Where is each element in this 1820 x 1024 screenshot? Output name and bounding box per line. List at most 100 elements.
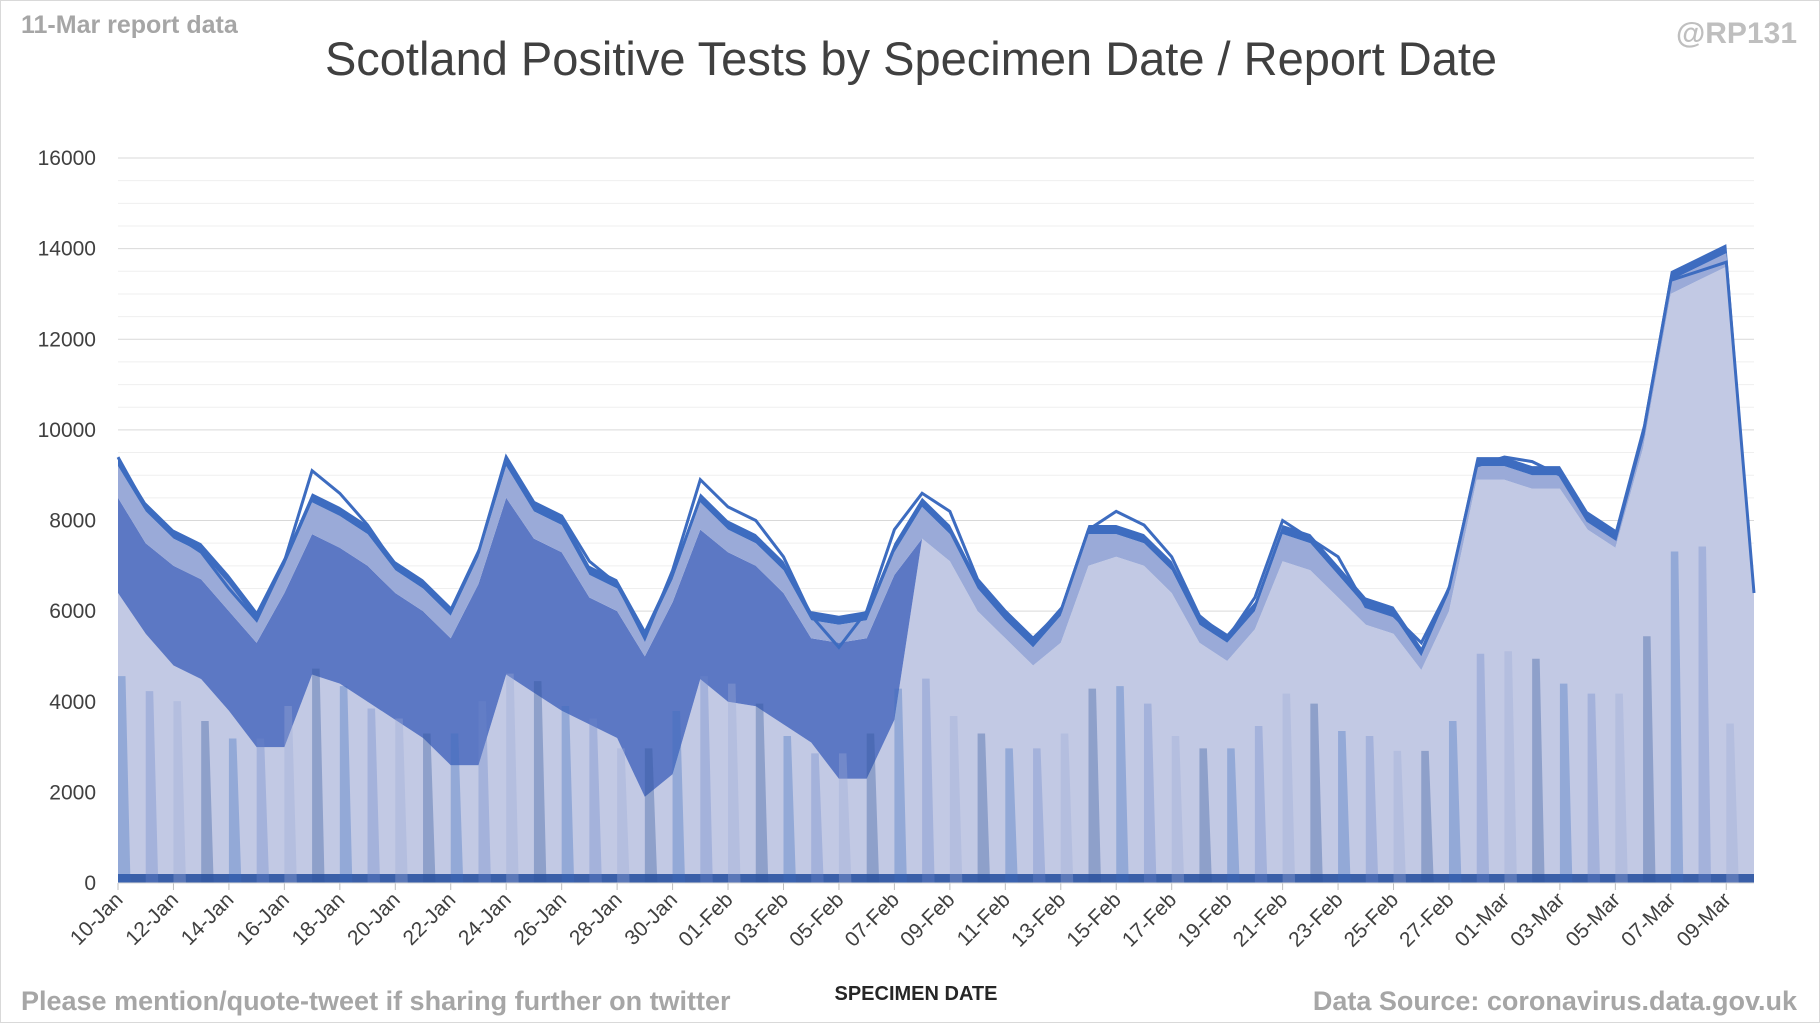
report-strip	[1532, 658, 1545, 883]
report-strip	[922, 678, 935, 883]
report-strip	[1726, 723, 1739, 883]
report-strip	[1338, 730, 1351, 883]
report-strip	[1143, 703, 1157, 883]
report-strip	[1421, 750, 1434, 883]
x-axis-ticks: 10-Jan12-Jan14-Jan16-Jan18-Jan20-Jan22-J…	[66, 883, 1736, 952]
report-strip	[478, 701, 491, 883]
report-strip	[173, 701, 186, 883]
chart-title: Scotland Positive Tests by Specimen Date…	[324, 32, 1498, 85]
report-strip	[977, 733, 991, 883]
report-strip	[1171, 735, 1185, 883]
report-strip	[1559, 683, 1573, 883]
x-tick-label: 11-Feb	[953, 888, 1015, 950]
x-tick-label: 19-Feb	[1173, 888, 1236, 951]
report-strip	[1282, 693, 1296, 883]
report-strip	[1504, 651, 1517, 883]
y-tick-label: 10000	[38, 419, 96, 442]
x-tick-label: 09-Mar	[1672, 888, 1735, 951]
report-strip	[1365, 735, 1379, 883]
report-strip	[395, 718, 408, 883]
y-tick-label: 16000	[38, 147, 96, 170]
share-note: Please mention/quote-tweet if sharing fu…	[21, 986, 731, 1016]
x-tick-label: 17-Feb	[1118, 888, 1181, 951]
x-tick-label: 21-Feb	[1229, 888, 1292, 951]
report-strip	[1005, 748, 1018, 883]
report-strip	[1698, 546, 1712, 883]
area-series-2	[118, 266, 1754, 874]
report-strip	[312, 668, 325, 883]
report-strip	[1615, 693, 1628, 883]
x-tick-label: 05-Mar	[1562, 888, 1625, 951]
x-tick-label: 07-Mar	[1617, 888, 1680, 951]
x-tick-label: 10-Jan	[66, 888, 128, 950]
report-strip	[949, 716, 963, 883]
report-strip	[1033, 748, 1046, 883]
y-tick-label: 12000	[38, 328, 96, 351]
report-strip	[894, 688, 907, 883]
x-tick-label: 15-Feb	[1062, 888, 1125, 951]
total-outline	[116, 260, 1756, 650]
report-strip	[1310, 703, 1323, 883]
total-line	[116, 260, 1756, 650]
report-strip	[145, 691, 159, 883]
report-strip	[1199, 748, 1212, 883]
report-strip	[450, 733, 464, 883]
report-strip	[118, 676, 131, 883]
report-strip	[339, 686, 353, 883]
report-strip	[506, 673, 519, 883]
report-date-label: 11-Mar report data	[21, 11, 238, 39]
y-tick-label: 8000	[49, 510, 96, 533]
y-tick-label: 4000	[49, 691, 96, 714]
report-strip	[256, 738, 270, 883]
report-strip	[700, 676, 713, 883]
x-tick-label: 13-Feb	[1007, 888, 1070, 951]
y-tick-label: 2000	[49, 781, 96, 804]
report-strip	[1227, 748, 1240, 883]
report-strip	[228, 738, 242, 883]
report-strip	[1587, 693, 1601, 883]
report-strip	[533, 681, 547, 883]
y-tick-label: 0	[84, 872, 96, 895]
report-strip	[811, 753, 824, 883]
report-strip	[423, 733, 436, 883]
x-tick-label: 05-Feb	[785, 888, 848, 951]
report-strip	[561, 706, 575, 883]
x-tick-label: 23-Feb	[1284, 888, 1347, 951]
x-tick-label: 01-Feb	[674, 888, 737, 951]
report-strip	[367, 708, 381, 883]
x-tick-label: 28-Jan	[565, 888, 627, 950]
x-tick-label: 09-Feb	[896, 888, 959, 951]
report-strip	[1116, 686, 1129, 883]
report-strip	[589, 718, 602, 883]
report-strip	[1088, 688, 1101, 883]
report-strip	[1643, 636, 1656, 883]
report-strip	[1476, 653, 1490, 883]
report-strip	[728, 683, 741, 883]
report-strip	[838, 753, 852, 883]
report-strip	[617, 748, 630, 883]
area-series-1	[118, 873, 1754, 883]
report-strip	[284, 706, 297, 883]
y-tick-label: 14000	[38, 238, 96, 261]
x-tick-label: 03-Mar	[1506, 888, 1569, 951]
report-strip	[1448, 721, 1462, 883]
x-tick-label: 16-Jan	[232, 888, 294, 950]
area-series	[118, 244, 1754, 883]
report-strip	[755, 703, 769, 883]
x-axis-label: SPECIMEN DATE	[834, 983, 998, 1005]
y-axis-ticks: 0 2000 4000 6000 8000 10000 12000 14000 16000	[38, 147, 96, 895]
x-tick-label: 30-Jan	[620, 888, 682, 950]
x-tick-label: 25-Feb	[1340, 888, 1403, 951]
report-strip	[866, 733, 880, 883]
author-handle: @RP131	[1676, 17, 1797, 50]
x-tick-label: 07-Feb	[841, 888, 904, 951]
x-tick-label: 14-Jan	[177, 888, 239, 950]
report-strip	[1393, 750, 1407, 883]
report-strip	[1254, 725, 1268, 883]
report-strip	[1060, 733, 1074, 883]
report-strip	[672, 711, 686, 883]
report-strip	[1670, 551, 1684, 883]
area-series-3	[118, 266, 1754, 797]
